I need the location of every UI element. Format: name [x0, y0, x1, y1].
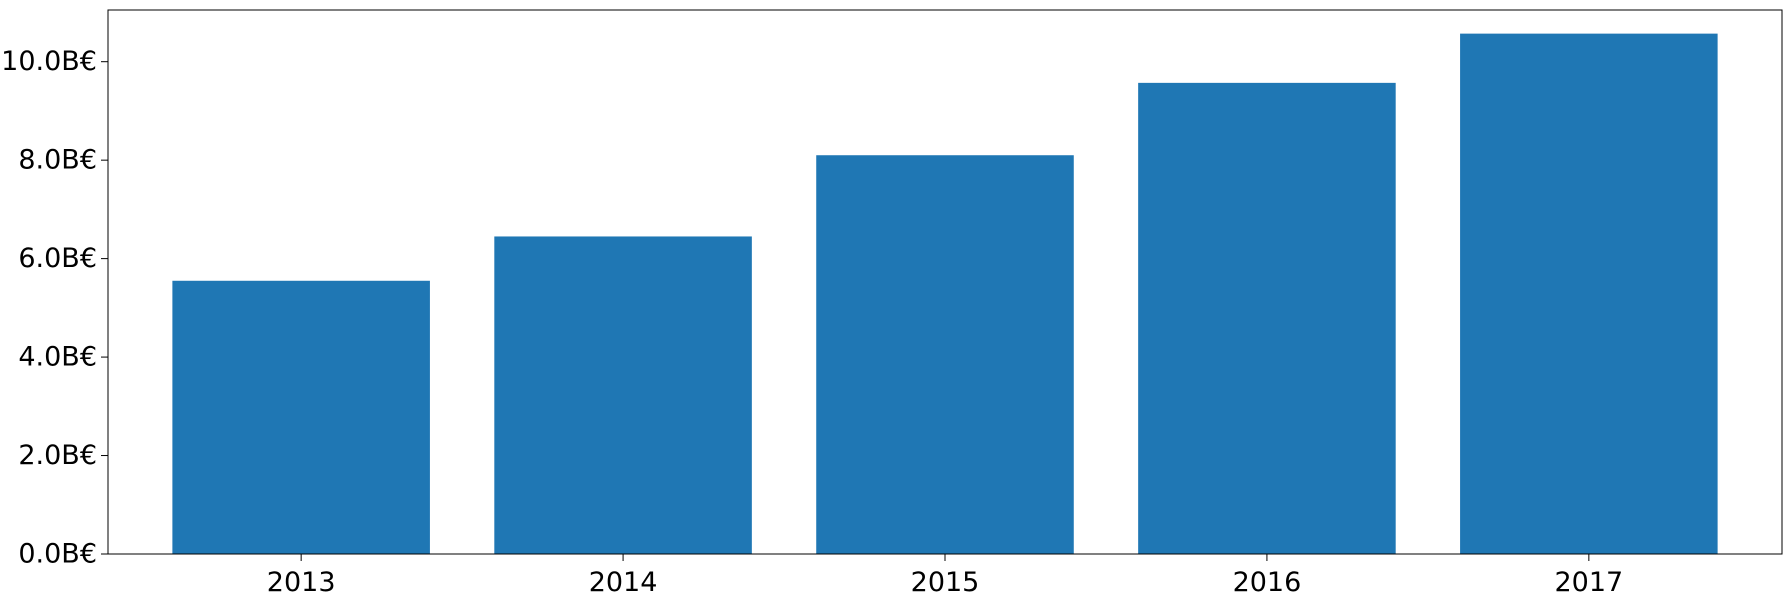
x-tick-label: 2016: [1233, 567, 1302, 594]
y-tick-label: 4.0B€: [18, 342, 97, 373]
bar-2016: [1138, 82, 1396, 554]
y-tick-label: 0.0B€: [18, 539, 97, 570]
bars-layer: [172, 33, 1718, 555]
bar-2014: [494, 236, 752, 554]
x-tick-label: 2013: [267, 567, 336, 594]
bar-2017: [1460, 33, 1718, 555]
y-tick-label: 2.0B€: [18, 440, 97, 471]
bar-2013: [172, 280, 430, 554]
y-tick-label: 6.0B€: [18, 243, 97, 274]
bar-2015: [816, 155, 1074, 554]
x-axis-ticks: 2013 2014 2015 2016 2017: [267, 554, 1623, 594]
y-axis-ticks: 0.0B€ 2.0B€ 4.0B€ 6.0B€ 8.0B€ 10.0B€: [1, 46, 108, 570]
x-tick-label: 2014: [589, 567, 658, 594]
y-tick-label: 10.0B€: [1, 46, 97, 77]
x-tick-label: 2015: [911, 567, 980, 594]
x-tick-label: 2017: [1554, 567, 1623, 594]
y-tick-label: 8.0B€: [18, 145, 97, 176]
